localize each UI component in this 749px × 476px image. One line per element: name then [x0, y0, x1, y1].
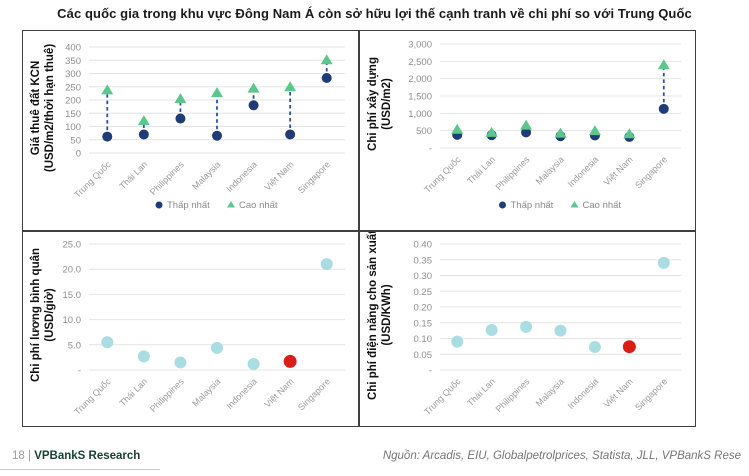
- page-number: 18: [12, 450, 25, 462]
- svg-text:Việt Nam: Việt Nam: [602, 154, 635, 187]
- svg-text:2,500: 2,500: [408, 57, 432, 68]
- svg-text:250: 250: [65, 82, 81, 93]
- svg-text:Thái Lan: Thái Lan: [465, 154, 497, 186]
- svg-text:0.10: 0.10: [414, 334, 433, 345]
- svg-text:2,000: 2,000: [408, 74, 432, 85]
- svg-text:0.30: 0.30: [414, 271, 433, 282]
- svg-text:Singapore: Singapore: [633, 376, 669, 412]
- horizontal-divider: [23, 230, 695, 232]
- panel-construction-cost: -500 1,000 1,500 2,000 2,500 3,000 Trung Quốc T…: [360, 31, 694, 230]
- source-note: Nguồn: Arcadis, EIU, Globalpetrolprices,…: [382, 450, 741, 462]
- svg-text:Indonesia: Indonesia: [224, 159, 259, 194]
- svg-text:Việt Nam: Việt Nam: [602, 376, 635, 409]
- svg-text:5.0: 5.0: [68, 340, 81, 351]
- svg-text:0.25: 0.25: [414, 287, 433, 298]
- svg-text:25.0: 25.0: [63, 240, 82, 251]
- svg-text:Việt Nam: Việt Nam: [262, 376, 295, 409]
- svg-text:-: -: [78, 366, 81, 377]
- svg-text:500: 500: [416, 126, 432, 137]
- svg-text:50: 50: [70, 135, 81, 146]
- svg-text:Philippines: Philippines: [494, 376, 532, 414]
- svg-text:100: 100: [65, 122, 81, 133]
- svg-text:Việt Nam: Việt Nam: [262, 159, 295, 192]
- svg-text:400: 400: [65, 43, 81, 54]
- svg-text:Indonesia: Indonesia: [224, 376, 259, 411]
- svg-text:Singapore: Singapore: [296, 159, 332, 195]
- chart-grid: 0 50 100 150 200 250 300 350 400 Trung Quốc Thái L…: [22, 30, 696, 427]
- svg-text:Giá thuê đất KCN: Giá thuê đất KCN: [30, 61, 42, 156]
- svg-text:Cao nhất: Cao nhất: [583, 200, 622, 211]
- svg-text:20.0: 20.0: [63, 265, 82, 276]
- svg-text:-: -: [429, 366, 432, 377]
- electricity-cost-chart: - 0.05 0.10 0.15 0.20 0.25 0.30 0.35 0.40 Trung Q…: [367, 232, 681, 417]
- svg-text:Singapore: Singapore: [633, 154, 669, 190]
- svg-text:Chi phí lương bình quân: Chi phí lương bình quân: [30, 248, 42, 382]
- svg-text:(USD/m2): (USD/m2): [381, 78, 393, 130]
- labor-cost-chart: - 5.0 10.0 15.0 20.0 25.0 Trung Quốc Thái LanPh…: [30, 240, 345, 417]
- svg-text:Trung Quốc: Trung Quốc: [422, 376, 463, 417]
- svg-text:0: 0: [76, 149, 81, 160]
- svg-text:Philippines: Philippines: [148, 376, 186, 414]
- svg-text:Philippines: Philippines: [494, 154, 532, 192]
- svg-text:Thái Lan: Thái Lan: [465, 376, 497, 408]
- vertical-divider: [358, 31, 360, 426]
- svg-text:1,500: 1,500: [408, 92, 432, 103]
- svg-text:Philippines: Philippines: [148, 159, 186, 197]
- svg-text:Malaysia: Malaysia: [534, 376, 566, 408]
- svg-text:200: 200: [65, 96, 81, 107]
- svg-text:Indonesia: Indonesia: [566, 376, 601, 411]
- footer-separator: |: [28, 450, 31, 462]
- footer-rule: [0, 469, 160, 470]
- svg-text:-: -: [429, 144, 432, 155]
- svg-text:0.20: 0.20: [414, 303, 433, 314]
- svg-text:Chi phí xây dựng: Chi phí xây dựng: [367, 57, 379, 151]
- svg-text:Thấp nhất: Thấp nhất: [167, 200, 210, 211]
- svg-text:350: 350: [65, 56, 81, 67]
- svg-text:Thái Lan: Thái Lan: [117, 376, 149, 408]
- svg-text:Malaysia: Malaysia: [534, 154, 566, 186]
- svg-text:Indonesia: Indonesia: [566, 154, 601, 189]
- svg-text:(USD/KWh): (USD/KWh): [381, 284, 393, 345]
- svg-text:(USD/giờ): (USD/giờ): [44, 288, 56, 342]
- svg-text:0.15: 0.15: [414, 318, 433, 329]
- page-title: Các quốc gia trong khu vực Đông Nam Á cò…: [57, 6, 692, 21]
- svg-text:Trung Quốc: Trung Quốc: [422, 154, 463, 195]
- footer-left: 18 | VPBankS Research: [12, 450, 140, 462]
- svg-text:15.0: 15.0: [63, 290, 82, 301]
- svg-text:0.35: 0.35: [414, 255, 433, 266]
- svg-text:1,000: 1,000: [408, 109, 432, 120]
- svg-text:150: 150: [65, 109, 81, 120]
- svg-text:(USD/m2/thời hạn thuê): (USD/m2/thời hạn thuê): [44, 44, 56, 172]
- svg-text:Thấp nhất: Thấp nhất: [511, 200, 554, 211]
- svg-text:0.40: 0.40: [414, 240, 433, 251]
- panel-land-rent: 0 50 100 150 200 250 300 350 400 Trung Quốc Thái L…: [23, 31, 358, 230]
- svg-text:Malaysia: Malaysia: [190, 159, 222, 191]
- brand-name: VPBankS Research: [34, 450, 141, 462]
- svg-text:0.05: 0.05: [414, 350, 433, 361]
- svg-text:Chi phí điện năng cho sản xuất: Chi phí điện năng cho sản xuất: [367, 232, 379, 400]
- svg-text:300: 300: [65, 69, 81, 80]
- svg-text:Thái Lan: Thái Lan: [117, 159, 149, 191]
- svg-text:Malaysia: Malaysia: [190, 376, 222, 408]
- panel-labor-cost: - 5.0 10.0 15.0 20.0 25.0 Trung Quốc Thái Lan Ph…: [23, 232, 358, 425]
- svg-text:Cao nhất: Cao nhất: [239, 200, 278, 211]
- svg-text:3,000: 3,000: [408, 40, 432, 51]
- svg-text:Trung Quốc: Trung Quốc: [72, 376, 113, 417]
- svg-text:10.0: 10.0: [63, 315, 82, 326]
- svg-text:Trung Quốc: Trung Quốc: [72, 159, 113, 200]
- panel-electricity-cost: - 0.05 0.10 0.15 0.20 0.25 0.30 0.35 0.40 Trung Q…: [360, 232, 694, 425]
- land-rent-chart: 0 50 100 150 200 250 300 350 400 Trung Quốc Thái L…: [30, 43, 345, 211]
- svg-text:Singapore: Singapore: [296, 376, 332, 412]
